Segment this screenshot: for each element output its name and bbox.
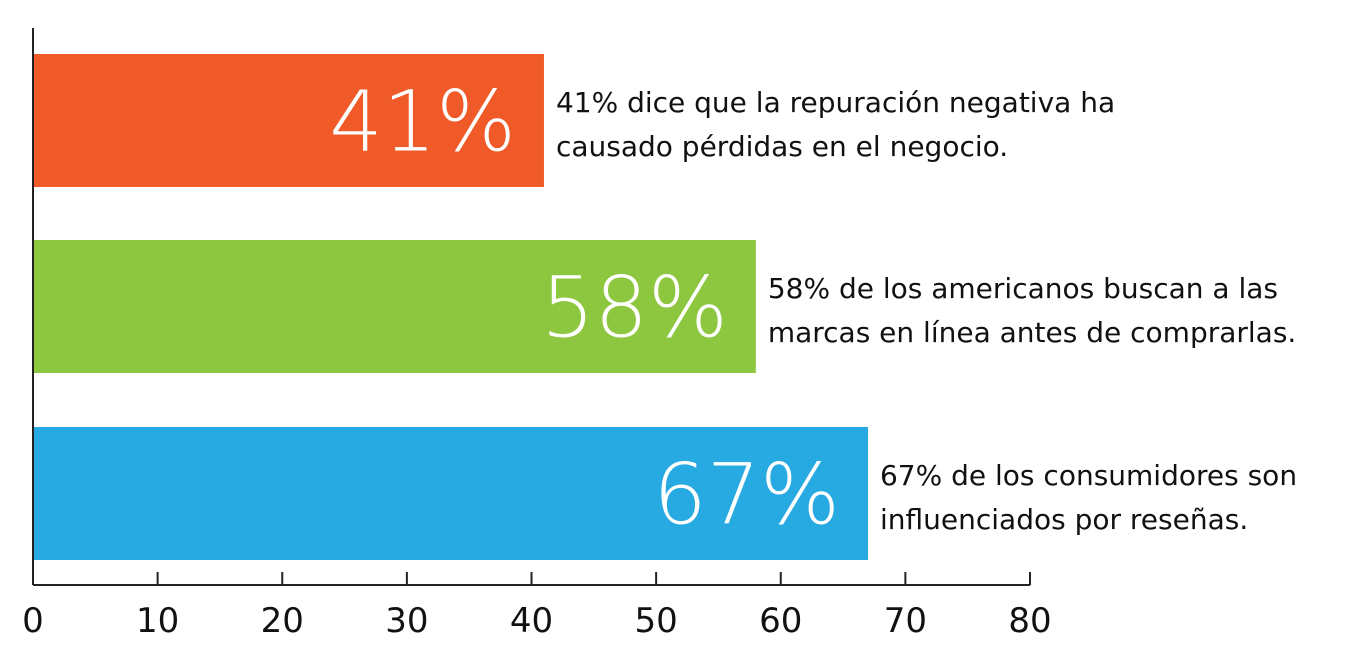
x-tick-label: 0	[22, 601, 44, 641]
bar-group: 41% 41% dice que la repuración negativa h…	[33, 54, 1115, 187]
bar-annotation-line: marcas en línea antes de comprarlas.	[768, 316, 1297, 349]
bar-annotation-line: influenciados por reseñas.	[880, 503, 1248, 536]
x-tick-label: 80	[1008, 601, 1051, 641]
bar	[33, 240, 756, 373]
bar	[33, 54, 544, 187]
x-tick-label: 20	[261, 601, 304, 641]
bar-value-label: 67%	[653, 446, 840, 544]
bar	[33, 427, 868, 560]
bar-annotation-line: 67% de los consumidores son	[880, 459, 1297, 492]
x-tick-label: 30	[385, 601, 428, 641]
bars: 41% 41% dice que la repuración negativa h…	[33, 54, 1297, 560]
x-tick-label: 40	[510, 601, 553, 641]
bar-group: 58% 58% de los americanos buscan a las mar…	[33, 240, 1296, 373]
x-tick-label: 50	[634, 601, 677, 641]
axes: 0 10 20 30 40 50 60 70 80	[22, 28, 1052, 641]
bar-annotation-line: 41% dice que la repuración negativa ha	[556, 86, 1115, 119]
bar-annotation-line: 58% de los americanos buscan a las	[768, 272, 1278, 305]
bar-value-label: 58%	[541, 259, 728, 357]
x-tick-label: 10	[136, 601, 179, 641]
x-tick-label: 70	[884, 601, 927, 641]
bar-group: 67% 67% de los consumidores son influencia…	[33, 427, 1297, 560]
bar-value-label: 41%	[329, 73, 516, 171]
x-tick-label: 60	[759, 601, 802, 641]
bar-annotation-line: causado pérdidas en el negocio.	[556, 130, 1008, 163]
